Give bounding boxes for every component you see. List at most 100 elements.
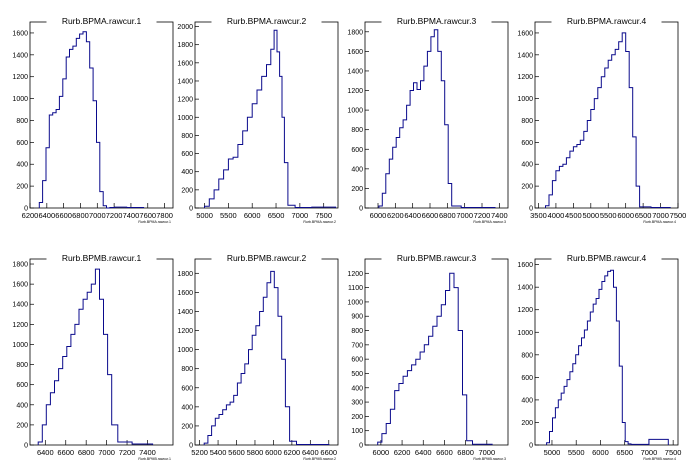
x-tick-label: 6600 xyxy=(436,448,453,457)
x-tick-label: 7500 xyxy=(315,211,332,220)
title-box xyxy=(211,250,322,265)
x-tick-label: 6200 xyxy=(22,211,39,220)
title-box xyxy=(46,13,157,28)
x-tick-label: 6200 xyxy=(394,448,411,457)
x-tick-label: 6000 xyxy=(370,211,387,220)
chart-title: Rurb.BPMB.rawcur.2 xyxy=(227,253,307,263)
y-tick-label: 400 xyxy=(181,404,193,411)
x-axis-label: Rurb.BPMB.rawcur.3 xyxy=(473,457,506,461)
x-tick-label: 6800 xyxy=(72,211,89,220)
chart-title: Rurb.BPMB.rawcur.1 xyxy=(62,253,142,263)
x-tick-label: 6400 xyxy=(404,211,421,220)
x-tick-label: 7400 xyxy=(123,211,140,220)
y-tick-label: 1800 xyxy=(347,29,363,36)
y-tick-label: 800 xyxy=(351,127,363,134)
x-tick-label: 7000 xyxy=(478,448,495,457)
x-tick-label: 4500 xyxy=(565,211,582,220)
chart-title: Rurb.BPMA.rawcur.1 xyxy=(62,16,142,26)
y-tick-label: 1000 xyxy=(12,96,28,103)
y-tick-label: 0 xyxy=(189,443,193,450)
title-box xyxy=(381,250,492,265)
plot-frame xyxy=(29,258,174,446)
x-tick-label: 6500 xyxy=(268,211,285,220)
y-tick-label: 600 xyxy=(16,140,28,147)
histogram-series-line xyxy=(378,29,496,208)
x-tick-label: 5800 xyxy=(247,448,264,457)
x-tick-label: 5600 xyxy=(228,448,245,457)
x-tick-label: 7400 xyxy=(491,211,508,220)
y-tick-label: 600 xyxy=(181,385,193,392)
title-box xyxy=(211,13,322,28)
y-tick-label: 1400 xyxy=(347,68,363,75)
y-tick-label: 200 xyxy=(181,423,193,430)
x-tick-label: 6500 xyxy=(635,211,652,220)
y-tick-label: 0 xyxy=(529,443,533,450)
y-tick-label: 1200 xyxy=(12,74,28,81)
x-tick-label: 6600 xyxy=(422,211,439,220)
y-tick-label: 400 xyxy=(521,162,533,169)
chart-title: Rurb.BPMB.rawcur.4 xyxy=(567,253,647,263)
y-tick-label: 1100 xyxy=(348,285,363,292)
y-tick-label: 2000 xyxy=(177,24,193,31)
y-tick-label: 1800 xyxy=(177,271,193,278)
x-axis-label: Rurb.BPMA.rawcur.3 xyxy=(473,220,506,224)
x-tick-label: 7800 xyxy=(156,211,173,220)
y-tick-label: 200 xyxy=(521,184,533,191)
title-box xyxy=(46,250,157,265)
y-tick-label: 1000 xyxy=(347,299,363,306)
y-tick-label: 1000 xyxy=(517,330,533,337)
histogram-panel: Rurb.BPMA.rawcur.4 0 200 400 600 800 1000 1200 1… xyxy=(517,13,686,224)
x-tick-label: 7000 xyxy=(89,211,106,220)
y-tick-label: 600 xyxy=(521,140,533,147)
y-tick-label: 0 xyxy=(359,443,363,450)
y-tick-label: 1200 xyxy=(517,307,533,314)
plot-frame xyxy=(534,21,679,209)
y-tick-label: 1600 xyxy=(177,60,193,67)
y-tick-label: 200 xyxy=(16,422,28,429)
y-tick-label: 1400 xyxy=(12,302,28,309)
y-tick-label: 1400 xyxy=(12,52,28,59)
x-tick-label: 5200 xyxy=(191,448,208,457)
y-tick-label: 1600 xyxy=(517,30,533,37)
x-tick-label: 5500 xyxy=(568,448,585,457)
y-tick-label: 1200 xyxy=(177,97,193,104)
y-tick-label: 1600 xyxy=(12,30,28,37)
x-tick-label: 6400 xyxy=(415,448,432,457)
x-tick-label: 5000 xyxy=(544,448,561,457)
y-tick-label: 1600 xyxy=(347,49,363,56)
plot-frame xyxy=(534,258,679,446)
plot-frame xyxy=(364,21,509,209)
y-tick-label: 600 xyxy=(351,147,363,154)
y-tick-label: 1000 xyxy=(347,108,363,115)
histogram-panel: Rurb.BPMA.rawcur.3 0 200 400 600 800 1000 1200 1… xyxy=(347,13,509,224)
y-tick-label: 0 xyxy=(24,443,28,450)
x-axis-label: Rurb.BPMA.rawcur.2 xyxy=(303,220,336,224)
title-box xyxy=(551,13,662,28)
x-tick-label: 6600 xyxy=(320,448,337,457)
histogram-panel: Rurb.BPMB.rawcur.3 0 100 200 300 400 500 600 700… xyxy=(347,250,509,461)
x-tick-label: 7200 xyxy=(119,448,136,457)
y-tick-label: 800 xyxy=(521,118,533,125)
y-tick-label: 800 xyxy=(181,366,193,373)
x-tick-label: 4000 xyxy=(548,211,565,220)
x-tick-label: 3500 xyxy=(530,211,547,220)
x-tick-label: 6400 xyxy=(38,211,55,220)
y-tick-label: 800 xyxy=(16,362,28,369)
y-tick-label: 400 xyxy=(351,385,363,392)
title-box xyxy=(381,13,492,28)
y-tick-label: 400 xyxy=(521,397,533,404)
x-tick-label: 7400 xyxy=(139,448,156,457)
x-tick-label: 6200 xyxy=(284,448,301,457)
x-axis-label: Rurb.BPMA.rawcur.4 xyxy=(643,220,676,224)
y-tick-label: 1600 xyxy=(12,282,28,289)
y-tick-label: 200 xyxy=(16,184,28,191)
histogram-series-line xyxy=(546,269,669,445)
x-tick-label: 6000 xyxy=(265,448,282,457)
y-tick-label: 800 xyxy=(351,328,363,335)
x-tick-label: 6600 xyxy=(57,448,74,457)
histogram-series-line xyxy=(37,268,154,445)
y-tick-label: 1600 xyxy=(517,262,533,269)
x-tick-label: 5500 xyxy=(220,211,237,220)
histogram-series-line xyxy=(203,270,330,445)
